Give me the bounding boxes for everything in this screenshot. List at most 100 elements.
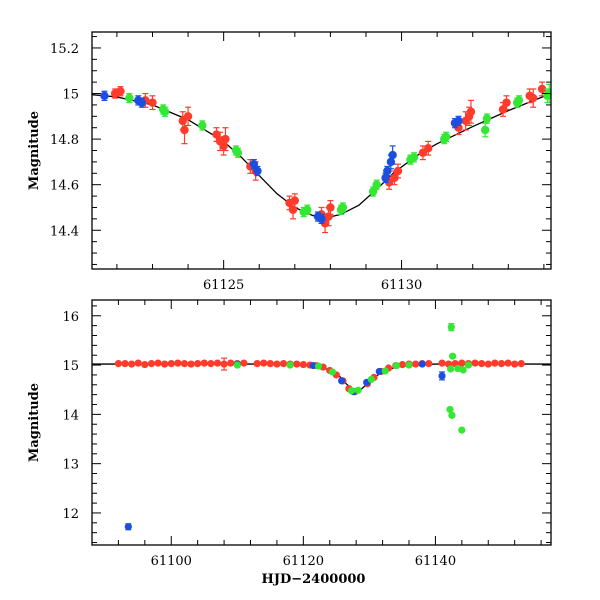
data-point-green [448,411,456,419]
data-point-red [326,203,335,212]
data-point-red [180,125,189,135]
data-point-blue [454,116,463,126]
data-point-red [498,105,508,114]
data-point-red [167,359,175,368]
data-point-green [367,375,375,383]
data-point-green [480,125,490,135]
data-point-blue [309,361,317,370]
data-point-green [125,93,134,103]
y-tick-label: 14 [62,408,79,423]
y-tick-label: 15 [62,359,79,374]
data-point-green [233,148,243,157]
plot-area-bottom [92,323,551,531]
data-point-red [200,359,208,367]
data-point-green [338,203,348,212]
y-tick-label: 16 [62,310,79,325]
y-tick-label: 14.6 [50,179,79,194]
data-point-red [141,360,149,369]
data-point-red [471,359,479,367]
data-point-red [425,359,433,368]
data-point-red [273,360,281,368]
data-point-blue [418,360,426,368]
data-point-red [161,360,169,368]
data-point-green [514,96,524,105]
data-point-red [220,360,228,368]
data-point-red [279,359,288,368]
data-point-green [347,387,356,395]
data-point-blue [388,150,397,160]
data-point-red [299,360,307,369]
data-point-blue [253,166,262,176]
data-point-green [448,352,457,360]
data-point-green [160,107,170,116]
data-point-red [227,359,235,367]
data-point-red [240,359,248,367]
data-point-red [221,134,230,144]
data-point-red [207,359,215,368]
data-point-red [511,360,519,368]
data-point-red [324,212,333,221]
data-point-red [537,84,547,94]
data-point-red [458,359,466,367]
data-point-green [381,367,389,375]
data-point-red [478,359,486,368]
data-point-red [154,359,162,367]
data-point-blue [438,372,446,380]
data-point-red [491,359,499,367]
data-point-green [446,405,454,414]
data-point-red [504,359,512,367]
data-point-red [293,360,301,368]
y-tick-label: 15.2 [50,42,79,57]
data-point-blue [375,367,383,376]
y-axis-title: Magnitude [27,383,42,462]
data-point-red [121,359,129,368]
data-point-red [497,359,506,368]
data-point-green [328,368,336,376]
data-point-green [392,361,401,370]
y-axis-title: Magnitude [27,111,42,190]
data-point-blue [338,377,346,385]
y-tick-label: 15 [62,88,79,103]
data-point-green [447,323,455,331]
data-point-red [466,107,476,116]
data-point-red [288,205,298,214]
data-point-green [372,180,381,189]
series-green [125,83,551,218]
data-point-red [180,359,189,368]
data-point-red [213,359,222,367]
y-tick-label: 12 [62,507,79,522]
data-point-red [412,360,420,368]
data-point-red [260,359,268,367]
y-tick-label: 13 [62,458,79,473]
data-point-red [134,359,142,367]
data-point-green [303,205,312,214]
series-blue [100,90,463,225]
data-point-red [393,166,403,176]
data-point-blue [100,91,109,101]
data-point-green [198,121,207,130]
data-point-green [447,365,455,373]
data-point-red [484,360,492,368]
plot-area-top [92,81,551,234]
y-tick-label: 14.4 [50,224,79,239]
x-tick-label: 61130 [381,278,422,293]
data-point-blue [137,98,147,107]
data-point-blue [124,523,132,531]
data-point-green [354,386,362,394]
data-point-red [114,359,123,368]
data-point-red [424,144,433,153]
data-point-green [459,366,467,374]
data-point-green [458,426,466,434]
data-point-green [482,114,492,123]
data-point-red [148,98,157,107]
x-axis-title: HJD−2400000 [262,572,366,587]
data-point-red [253,359,261,368]
data-point-green [441,132,451,142]
x-tick-label: 61120 [283,554,324,569]
data-point-green [405,361,413,369]
data-point-red [183,112,193,121]
data-point-red [147,359,156,368]
series-green [233,323,473,434]
data-point-red [187,360,195,368]
